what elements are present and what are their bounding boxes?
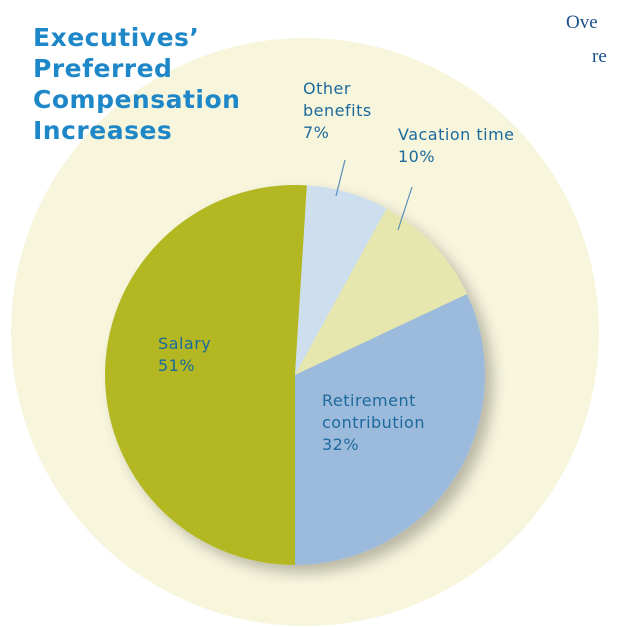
pie-slice	[295, 208, 467, 375]
pie-slice	[295, 185, 387, 375]
leader-line	[397, 186, 413, 231]
category-label: Salary	[158, 334, 212, 353]
pie	[105, 185, 485, 565]
category-label: Retirement contribution	[322, 391, 425, 432]
category-label: Other benefits	[303, 79, 372, 120]
cut-text: re	[592, 46, 607, 67]
value-label: 32%	[322, 435, 360, 454]
pie-slice	[105, 185, 307, 565]
value-label: 10%	[398, 147, 436, 166]
pie-slice	[295, 294, 485, 565]
leader-line	[335, 159, 346, 197]
slice-label: Retirement contribution 32%	[322, 390, 472, 456]
slice-label: Other benefits 7%	[303, 78, 393, 144]
chart-title: Executives’ Preferred Compensation Incre…	[33, 23, 241, 145]
slice-label: Vacation time 10%	[398, 124, 528, 168]
value-label: 7%	[303, 123, 330, 142]
value-label: 51%	[158, 356, 196, 375]
slice-label: Salary 51%	[158, 333, 258, 377]
cut-text: Ove	[566, 12, 598, 33]
category-label: Vacation time	[398, 125, 515, 144]
